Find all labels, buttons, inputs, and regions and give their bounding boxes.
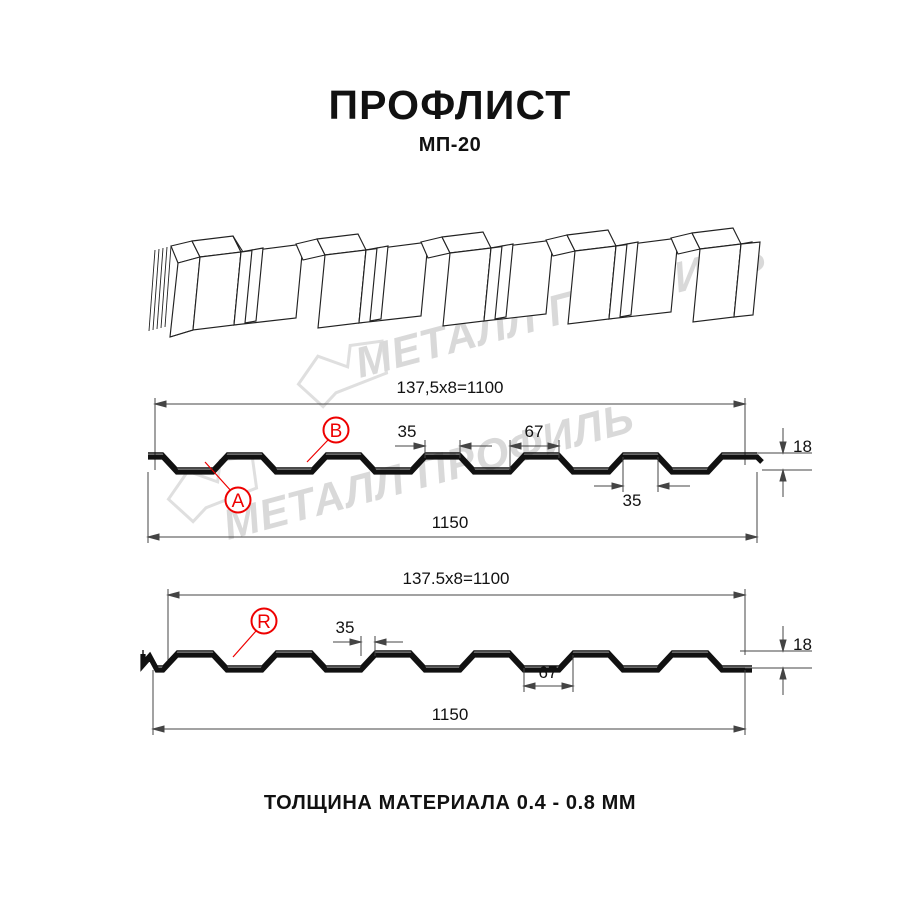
iso-flat-5 (733, 241, 761, 318)
profile-bottom-outline (140, 652, 752, 673)
callout-r-circle (250, 607, 278, 635)
dimension-overall-bottom-2 (151, 670, 747, 735)
dimension-35-lower-label: 35 (623, 491, 642, 510)
callout-b-label: B (330, 421, 343, 442)
callout-r: R (232, 607, 278, 658)
profile-bottom-outline-thin (142, 650, 752, 667)
callout-a-circle (224, 486, 252, 514)
dimension-height-18-top (757, 428, 812, 497)
dimension-height-18-bottom-label: 18 (793, 635, 812, 654)
iso-flat-3 (483, 239, 554, 322)
dimension-35-upper-label: 35 (398, 422, 417, 441)
profile-top-outline-thin (148, 452, 757, 469)
watermark-logo-icon (296, 339, 389, 409)
dimension-valley-width-67-bottom (522, 655, 575, 692)
dimension-overall-top-2-label: 137.5x8=1100 (403, 569, 510, 588)
dimension-overall-bottom-2-label: 1150 (432, 705, 469, 724)
dimension-overall-top-1 (153, 398, 747, 470)
dimension-height-18-bottom (740, 626, 812, 695)
dimension-valley-width-67 (508, 440, 561, 470)
callout-a: A (204, 461, 252, 514)
callout-a-label: A (232, 491, 245, 512)
iso-rib-extra (244, 241, 639, 324)
dimension-height-18-top-label: 18 (793, 437, 812, 456)
iso-flat-2 (358, 241, 429, 324)
dimension-67-bottom-label: 67 (539, 663, 558, 682)
dimension-overall-top-2 (166, 589, 747, 662)
profile-section-top: 137,5x8=1100 35 67 (146, 378, 812, 543)
page-title: ПРОФЛИСТ (328, 82, 572, 128)
dimension-rib-width-35-bottom (333, 636, 403, 656)
profile-section-bottom: 137.5x8=1100 35 67 (140, 569, 812, 735)
dimension-35-bottom-label: 35 (336, 618, 355, 637)
dimension-rib-width-35-lower (594, 457, 690, 492)
dimension-overall-bottom-1-label: 1150 (432, 513, 469, 532)
page-subtitle: МП-20 (418, 134, 482, 156)
callout-b: B (306, 416, 350, 463)
dimension-67-label: 67 (525, 422, 544, 441)
material-thickness-note: ТОЛЩИНА МАТЕРИАЛА 0.4 - 0.8 ММ (263, 792, 637, 814)
callout-r-label: R (257, 612, 271, 633)
dimension-overall-top-1-label: 137,5x8=1100 (397, 378, 504, 397)
dimension-rib-width-35-upper (395, 440, 492, 458)
sheet-cut-edge (148, 245, 172, 332)
iso-flat-4 (608, 237, 679, 320)
callout-b-circle (322, 416, 350, 444)
iso-bottom-edge (169, 329, 194, 338)
iso-rib-3 (420, 231, 503, 327)
isometric-corrugated-sheet (148, 227, 761, 338)
dimension-overall-bottom-1 (146, 472, 759, 543)
